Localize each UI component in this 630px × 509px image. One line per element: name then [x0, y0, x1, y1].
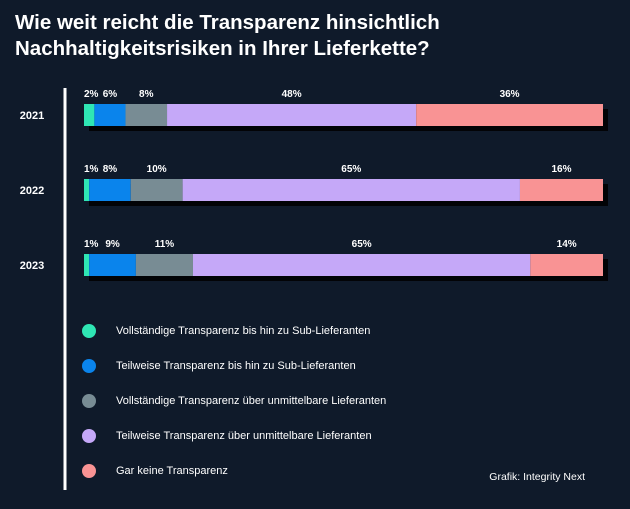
legend-item: Vollständige Transparenz bis hin zu Sub-…: [82, 322, 386, 339]
data-label: 65%: [352, 239, 372, 250]
data-label: 10%: [147, 164, 167, 175]
chart-title: Wie weit reicht die Transparenz hinsicht…: [15, 10, 615, 62]
legend-swatch: [82, 463, 96, 478]
data-label: 8%: [139, 89, 154, 100]
legend-swatch: [82, 428, 96, 443]
chart-title-line-2: Nachhaltigkeitsrisiken in Ihrer Lieferke…: [15, 37, 430, 60]
legend-swatch: [82, 358, 96, 373]
legend-item: Teilweise Transparenz über unmittelbare …: [82, 427, 386, 444]
bar-segment: [167, 104, 417, 126]
bar-segment: [84, 254, 90, 276]
legend-swatch: [82, 393, 96, 408]
legend-item: Teilweise Transparenz bis hin zu Sub-Lie…: [82, 357, 386, 374]
bar-segment: [416, 104, 603, 126]
chart-title-line-1: Wie weit reicht die Transparenz hinsicht…: [15, 11, 440, 34]
data-label: 11%: [155, 239, 175, 250]
bar-segment: [135, 254, 193, 276]
data-label: 36%: [500, 89, 520, 100]
data-label: 9%: [105, 239, 120, 250]
data-label: 8%: [103, 164, 118, 175]
legend-label: Teilweise Transparenz bis hin zu Sub-Lie…: [116, 359, 356, 372]
bar-segment: [125, 104, 168, 126]
category-label: 2021: [20, 110, 44, 122]
legend-label: Vollständige Transparenz bis hin zu Sub-…: [116, 324, 371, 337]
bar-segment: [84, 179, 90, 201]
legend-swatch: [82, 323, 96, 338]
data-label: 2%: [84, 89, 99, 100]
bar-segment: [530, 254, 603, 276]
data-label: 1%: [84, 239, 99, 250]
bar-segment: [182, 179, 520, 201]
data-label: 14%: [557, 239, 577, 250]
legend-item: Vollständige Transparenz über unmittelba…: [82, 392, 386, 409]
bar-segment: [89, 179, 131, 201]
data-label: 6%: [103, 89, 118, 100]
source-credit: Grafik: Integrity Next: [489, 471, 585, 483]
legend: Vollständige Transparenz bis hin zu Sub-…: [82, 322, 386, 497]
data-label: 16%: [551, 164, 571, 175]
bar-segment: [94, 104, 126, 126]
legend-label: Teilweise Transparenz über unmittelbare …: [116, 429, 372, 442]
legend-item: Gar keine Transparenz: [82, 462, 386, 479]
bar-segment: [89, 254, 136, 276]
bar-segment: [84, 104, 95, 126]
bar-segment: [130, 179, 183, 201]
category-label: 2023: [20, 260, 44, 272]
data-label: 48%: [282, 89, 302, 100]
data-label: 1%: [84, 164, 99, 175]
bar-rows: 2021 2% 6% 8% 48% 36% 2022 1% 8% 10% 65% 16% 2023 1% 9…: [20, 89, 608, 281]
legend-label: Gar keine Transparenz: [116, 464, 228, 477]
legend-label: Vollständige Transparenz über unmittelba…: [116, 394, 387, 407]
bar-segment: [519, 179, 603, 201]
category-label: 2022: [20, 185, 44, 197]
bar-segment: [192, 254, 531, 276]
data-label: 65%: [341, 164, 361, 175]
